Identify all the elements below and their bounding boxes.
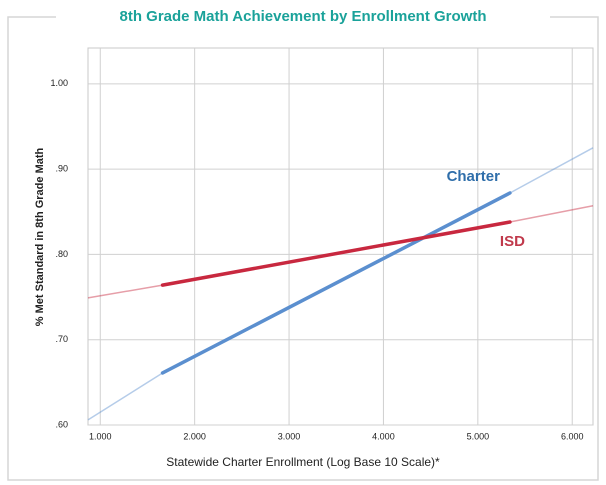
observed-line	[160, 220, 512, 287]
x-tick-label: 6.000	[561, 431, 584, 441]
y-tick-label: .90	[55, 163, 68, 173]
x-tick-label: 2.000	[183, 431, 206, 441]
title-bg	[56, 6, 550, 28]
x-tick-label: 5.000	[467, 431, 490, 441]
y-tick-label: .80	[55, 249, 68, 259]
series-label: Charter	[447, 168, 501, 185]
series-label: ISD	[500, 233, 525, 250]
y-tick-label: .70	[55, 334, 68, 344]
x-tick-label: 3.000	[278, 431, 301, 441]
x-axis-label: Statewide Charter Enrollment (Log Base 1…	[166, 455, 440, 469]
plot-area	[87, 47, 594, 426]
y-tick-label: 1.00	[50, 78, 68, 88]
y-tick-label: .60	[55, 419, 68, 429]
observed-line	[160, 191, 512, 375]
x-tick-label: 4.000	[372, 431, 395, 441]
y-axis-label: % Met Standard in 8th Grade Math	[34, 147, 46, 326]
x-tick-label: 1.000	[89, 431, 112, 441]
chart-title: 8th Grade Math Achievement by Enrollment…	[119, 8, 486, 25]
